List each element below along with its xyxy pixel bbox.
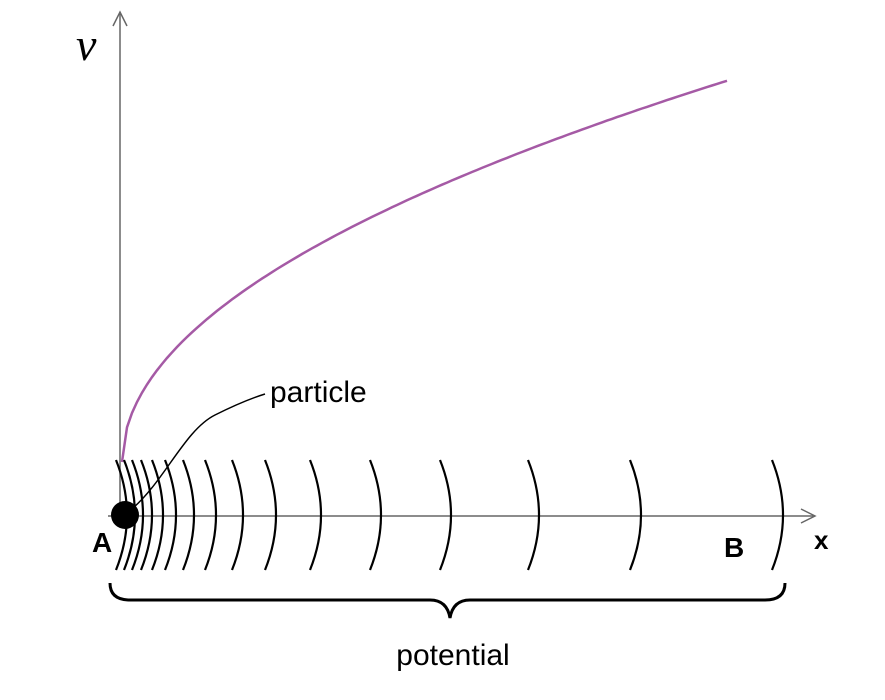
- potential-arc: [203, 459, 218, 571]
- x-axis-arrow: [800, 508, 817, 524]
- potential-arc: [230, 459, 245, 571]
- potential-arc: [526, 459, 541, 571]
- potential-arc: [263, 459, 278, 571]
- y-axis-arrow: [112, 10, 128, 27]
- potential-arcs: [114, 459, 785, 571]
- particle-pointer: [132, 393, 266, 509]
- potential-arc: [139, 459, 154, 571]
- potential-arc: [130, 459, 145, 571]
- potential-arc: [150, 459, 165, 571]
- potential-brace: [108, 582, 787, 619]
- potential-arc: [308, 459, 323, 571]
- particle-label: particle: [270, 376, 367, 409]
- point-a: A: [92, 527, 112, 558]
- y-axis-label: v: [76, 19, 97, 70]
- potential-arc: [770, 459, 785, 571]
- x-axis-label: x: [814, 525, 829, 555]
- velocity-curve: [120, 79, 728, 463]
- potential-arc: [163, 459, 178, 571]
- potential-arc: [438, 459, 453, 571]
- potential-label: potential: [396, 639, 509, 672]
- potential-arc: [628, 459, 643, 571]
- potential-arc: [181, 459, 196, 571]
- potential-arc: [368, 459, 383, 571]
- point-b: B: [724, 532, 744, 563]
- particle: [111, 501, 139, 529]
